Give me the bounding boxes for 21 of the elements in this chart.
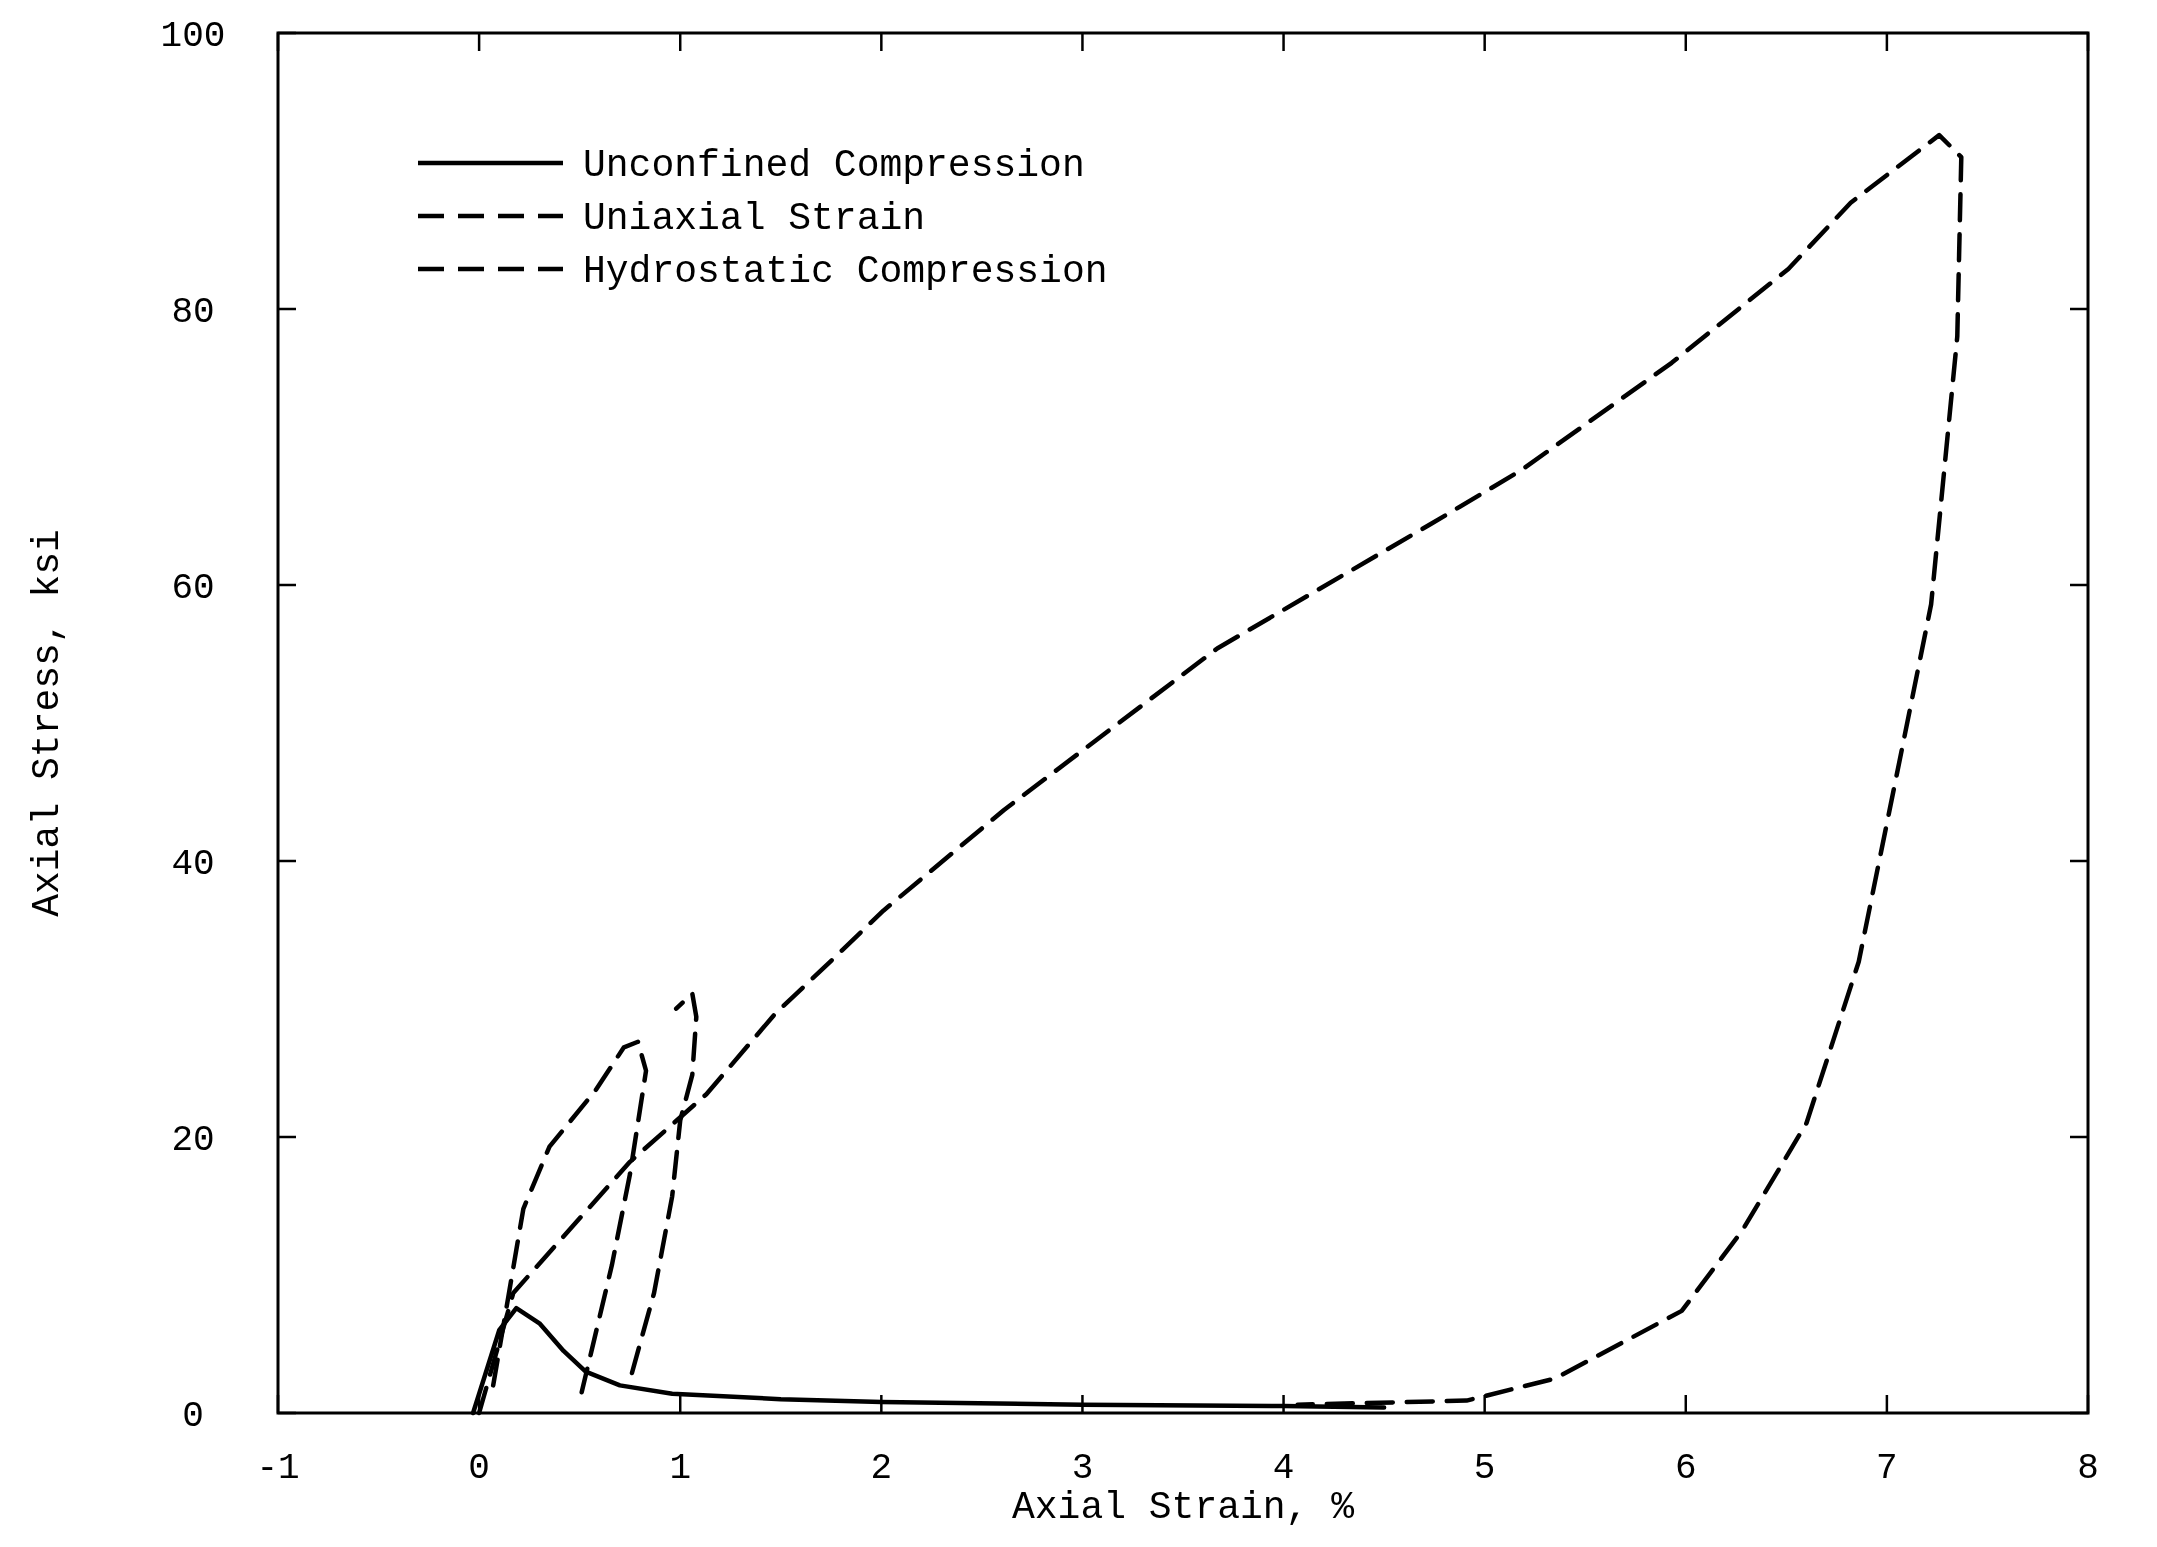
- y-tick-label: 0: [182, 1395, 204, 1437]
- x-tick-label: 5: [1473, 1448, 1496, 1489]
- x-tick-label: -1: [256, 1448, 300, 1489]
- y-tick-label: 80: [171, 291, 215, 333]
- y-tick-label: 20: [171, 1119, 215, 1161]
- x-tick-label: 6: [1674, 1448, 1697, 1489]
- legend-label: Unconfined Compression: [583, 144, 1085, 188]
- x-tick-label: 3: [1071, 1448, 1094, 1489]
- legend-label: Uniaxial Strain: [583, 197, 926, 241]
- y-tick-label: 40: [171, 843, 215, 885]
- x-tick-label: 8: [2077, 1448, 2099, 1489]
- legend-label: Hydrostatic Compression: [583, 250, 1108, 294]
- x-axis-title: Axial Strain, %: [1011, 1486, 1355, 1529]
- x-tick-label: 1: [669, 1448, 692, 1489]
- y-tick-label: 60: [171, 567, 215, 609]
- x-tick-label: 4: [1272, 1448, 1295, 1489]
- x-tick-label: 2: [870, 1448, 893, 1489]
- x-tick-label: 7: [1876, 1448, 1898, 1489]
- y-axis-title: Axial Stress, ksi: [26, 529, 69, 917]
- x-tick-label: 0: [468, 1448, 490, 1489]
- y-tick-label: 100: [160, 15, 226, 57]
